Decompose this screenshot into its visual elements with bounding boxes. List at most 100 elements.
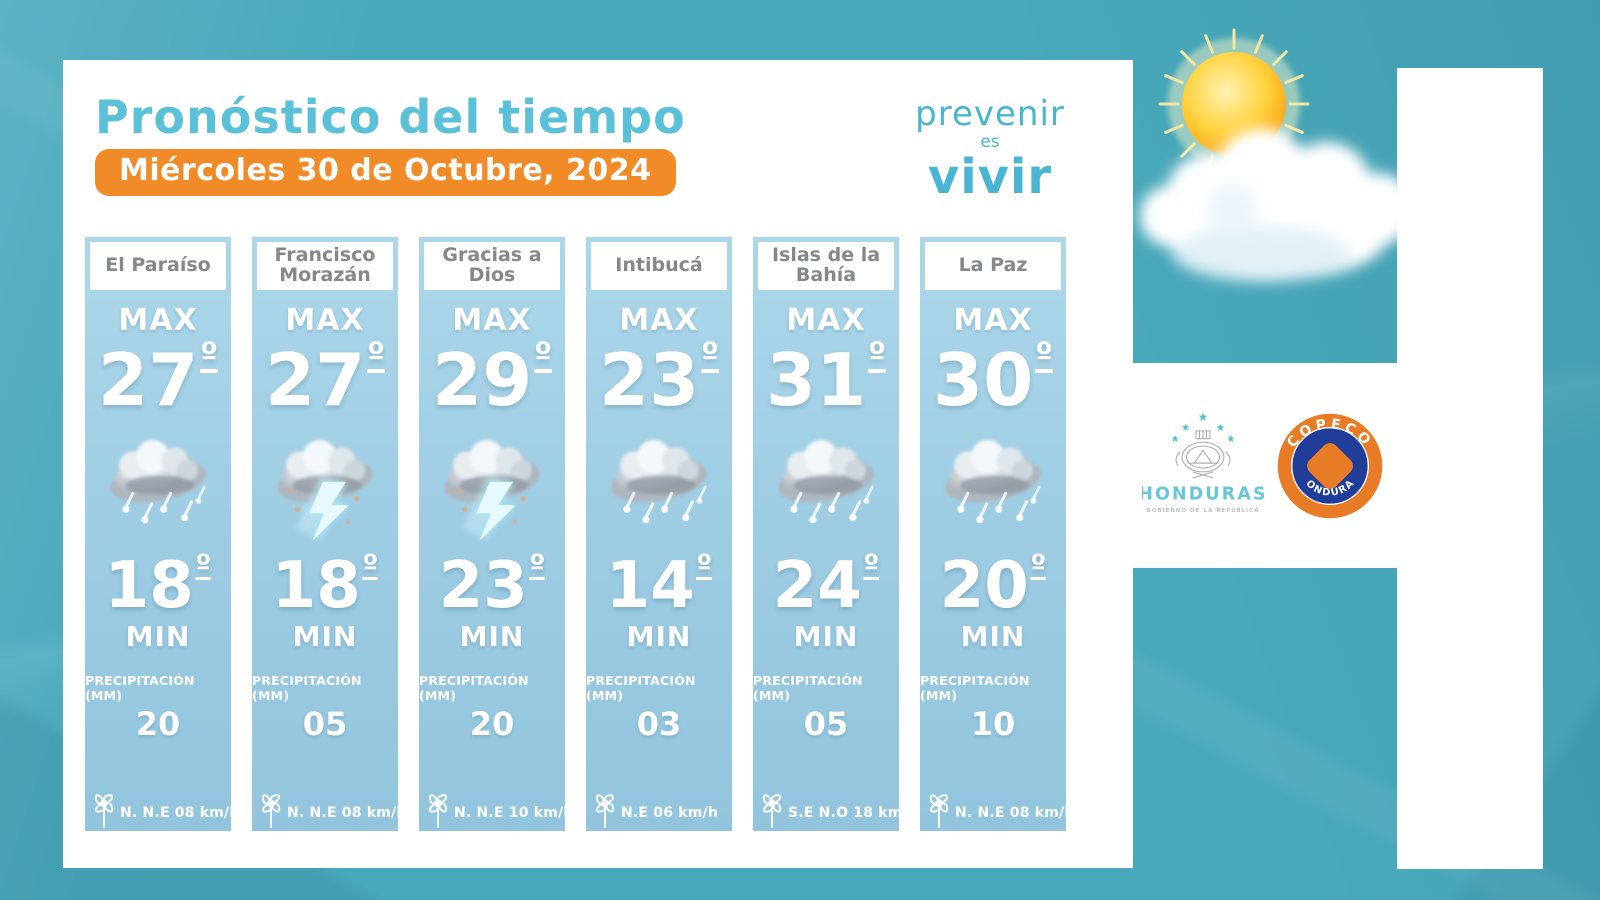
wind-text: N. N.E 10 km/h (454, 805, 574, 821)
min-temperature-value: 14 (605, 549, 695, 623)
cloud-icon (1140, 128, 1414, 282)
tagline-line2: es (980, 132, 1000, 152)
min-label: MIN (960, 620, 1026, 653)
precipitation-value: 05 (803, 705, 849, 743)
precipitation-label: PRECIPITACIÓN (MM) (252, 673, 362, 703)
min-temperature: 24º (773, 548, 880, 618)
degree-symbol: º (367, 337, 385, 374)
pinwheel-icon (428, 794, 448, 828)
degree-symbol: º (534, 337, 552, 374)
degree-symbol: º (696, 548, 713, 581)
rain-cloud-icon (92, 420, 224, 548)
date-badge: Miércoles 30 de Octubre, 2024 (95, 149, 676, 196)
degree-symbol: º (200, 337, 218, 374)
min-temperature-value: 20 (939, 549, 1029, 623)
copeco-logo: COPECO HONDURAS (1274, 410, 1385, 520)
pinwheel-icon (762, 794, 782, 828)
max-label: MAX (452, 303, 532, 338)
degree-symbol: º (362, 548, 379, 581)
department-name-text: Gracias a Dios (442, 244, 542, 286)
pinwheel-icon (94, 794, 114, 828)
wind-row: N.E 06 km/h (591, 790, 730, 828)
min-temperature-value: 23 (438, 549, 528, 623)
precipitation-value: 20 (469, 705, 515, 743)
max-label: MAX (953, 303, 1033, 338)
wind-text: S.E N.O 18 km/h (788, 805, 918, 821)
wind-text: N. N.E 08 km/h (287, 805, 407, 821)
precipitation-label: PRECIPITACIÓN (MM) (920, 673, 1030, 703)
forecast-card-la-paz: La Paz MAX 30º 20º MIN PRECIPITACIÓN (MM… (920, 237, 1074, 831)
max-temperature-value: 23 (599, 338, 700, 422)
max-temperature: 27º (98, 337, 218, 416)
max-temperature-value: 27 (265, 338, 366, 422)
honduras-government-logo: HONDURAS GOBIERNO DE LA REPÚBLICA (1142, 412, 1264, 514)
max-label: MAX (786, 303, 866, 338)
min-temperature: 20º (940, 548, 1047, 618)
min-label: MIN (125, 620, 191, 653)
degree-symbol: º (868, 337, 886, 374)
min-temperature: 18º (105, 551, 212, 618)
storm-cloud-icon (426, 420, 558, 548)
tagline-line3: vivir (927, 149, 1053, 205)
degree-symbol: º (1030, 548, 1047, 581)
precipitation-value: 03 (636, 705, 682, 743)
degree-symbol: º (529, 548, 546, 581)
max-temperature-value: 27 (98, 338, 199, 422)
max-temperature-value: 31 (766, 338, 867, 422)
degree-symbol: º (863, 548, 880, 581)
department-name: La Paz (925, 242, 1061, 290)
department-name-text: Islas de la Bahía (771, 244, 881, 286)
max-temperature-value: 29 (432, 338, 533, 422)
max-temperature: 31º (766, 337, 886, 416)
coat-of-arms-icon (1175, 430, 1231, 479)
max-label: MAX (619, 303, 699, 338)
max-temperature: 27º (265, 337, 385, 416)
min-temperature: 23º (439, 548, 546, 618)
forecast-card-francisco-morazan: Francisco Morazán MAX 27º 18º MIN PRECIP… (252, 237, 406, 831)
precipitation-label: PRECIPITACIÓN (MM) (753, 673, 863, 703)
precipitation-value: 10 (970, 705, 1016, 743)
logo-band: HONDURAS GOBIERNO DE LA REPÚBLICA COPECO… (1131, 363, 1397, 568)
department-name: Islas de la Bahía (758, 242, 894, 290)
precipitation-label: PRECIPITACIÓN (MM) (419, 673, 529, 703)
precipitation-value: 20 (135, 705, 181, 743)
max-label: MAX (285, 303, 365, 338)
department-name: Francisco Morazán (257, 242, 393, 290)
wind-text: N.E 06 km/h (621, 805, 719, 821)
department-name-text: La Paz (958, 254, 1028, 277)
forecast-columns: El Paraíso MAX 27º 18º MIN PRECIPITACIÓN… (85, 237, 1074, 831)
department-name: El Paraíso (90, 242, 226, 290)
max-label: MAX (118, 303, 198, 338)
forecast-card-gracias-a-dios: Gracias a Dios MAX 29º 23º MIN PRECIPITA… (419, 237, 573, 831)
min-label: MIN (793, 620, 859, 653)
wind-row: N. N.E 08 km/h (925, 790, 1074, 828)
prevenir-es-vivir-logo: prevenir es vivir (900, 97, 1080, 201)
rain-cloud-icon (593, 420, 725, 548)
right-white-bar (1397, 68, 1543, 869)
min-label: MIN (626, 620, 692, 653)
min-temperature-value: 18 (104, 549, 194, 623)
forecast-card-islas-de-la-bahia: Islas de la Bahía MAX 31º 24º MIN PRECIP… (753, 237, 918, 831)
min-label: MIN (459, 620, 525, 653)
rain-cloud-icon (760, 420, 892, 548)
precipitation-value: 05 (302, 705, 348, 743)
precipitation-label: PRECIPITACIÓN (MM) (85, 673, 195, 703)
wind-row: S.E N.O 18 km/h (758, 790, 918, 828)
wind-row: N. N.E 10 km/h (424, 790, 573, 828)
min-label: MIN (292, 620, 358, 653)
pinwheel-icon (929, 794, 949, 828)
pinwheel-icon (595, 794, 615, 828)
min-temperature: 18º (272, 548, 379, 618)
min-temperature-value: 18 (271, 549, 361, 623)
department-name-text: El Paraíso (105, 254, 211, 277)
department-name: Gracias a Dios (424, 242, 560, 290)
wind-row: N. N.E 08 km/h (257, 790, 406, 828)
honduras-subtitle: GOBIERNO DE LA REPÚBLICA (1146, 507, 1259, 514)
department-name-text: Francisco Morazán (274, 244, 376, 286)
min-temperature-value: 24 (772, 549, 862, 623)
sun-icon (1158, 28, 1310, 180)
department-name: Intibucá (591, 242, 727, 290)
storm-cloud-icon (259, 420, 391, 548)
min-temperature: 14º (606, 548, 713, 618)
pinwheel-icon (261, 794, 281, 828)
